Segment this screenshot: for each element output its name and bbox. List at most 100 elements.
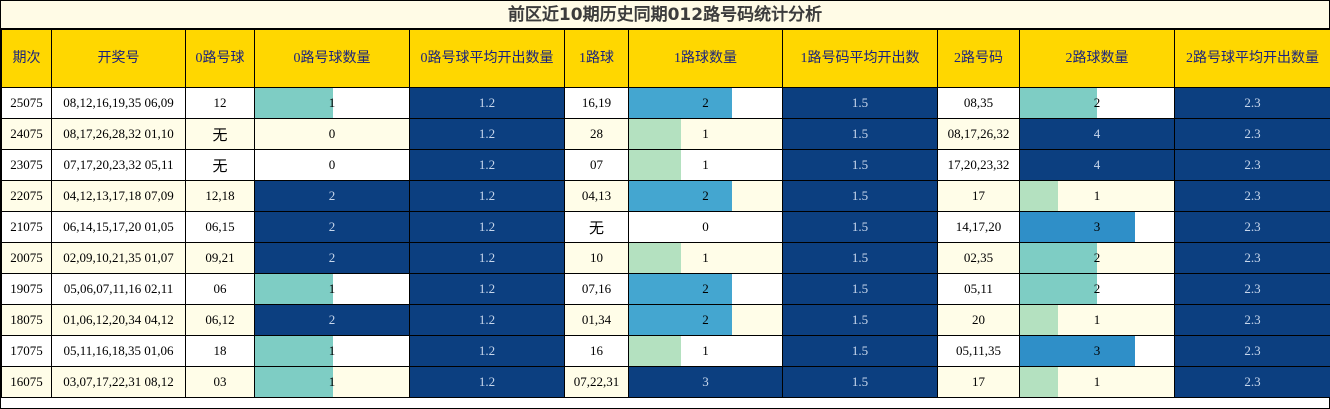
period-cell[interactable]: 24075	[1, 118, 52, 150]
period-cell[interactable]: 17075	[1, 335, 52, 367]
r0-count-cell[interactable]: 0	[254, 118, 410, 150]
r0-nums-cell[interactable]: 09,21	[185, 242, 255, 274]
draw-cell[interactable]: 08,12,16,19,35 06,09	[51, 87, 186, 119]
r1-count-cell[interactable]: 3	[628, 366, 783, 398]
period-cell[interactable]: 20075	[1, 242, 52, 274]
r1-nums-cell[interactable]: 01,34	[564, 304, 629, 336]
r0-count-cell[interactable]: 0	[254, 149, 410, 181]
period-cell[interactable]: 23075	[1, 149, 52, 181]
r1-avg-cell[interactable]: 1.5	[782, 149, 938, 181]
r0-avg-cell[interactable]: 1.2	[409, 180, 565, 212]
r0-nums-cell[interactable]: 06,15	[185, 211, 255, 243]
header-period[interactable]: 期次	[1, 29, 52, 88]
r0-count-cell[interactable]: 1	[254, 273, 410, 305]
period-cell[interactable]: 19075	[1, 273, 52, 305]
draw-cell[interactable]: 05,11,16,18,35 01,06	[51, 335, 186, 367]
r1-nums-cell[interactable]: 07,22,31	[564, 366, 629, 398]
draw-cell[interactable]: 05,06,07,11,16 02,11	[51, 273, 186, 305]
r1-count-cell[interactable]: 2	[628, 180, 783, 212]
r2-count-cell[interactable]: 2	[1019, 242, 1175, 274]
r0-count-cell[interactable]: 2	[254, 242, 410, 274]
r2-nums-cell[interactable]: 14,17,20	[937, 211, 1020, 243]
r0-avg-cell[interactable]: 1.2	[409, 211, 565, 243]
r2-nums-cell[interactable]: 08,17,26,32	[937, 118, 1020, 150]
r0-nums-cell[interactable]: 12,18	[185, 180, 255, 212]
draw-cell[interactable]: 03,07,17,22,31 08,12	[51, 366, 186, 398]
r2-avg-cell[interactable]: 2.3	[1174, 366, 1330, 398]
r2-avg-cell[interactable]: 2.3	[1174, 273, 1330, 305]
r1-count-cell[interactable]: 1	[628, 149, 783, 181]
r0-nums-cell[interactable]: 18	[185, 335, 255, 367]
header-r1-avg[interactable]: 1路号码平均开出数	[782, 29, 938, 88]
r2-nums-cell[interactable]: 17,20,23,32	[937, 149, 1020, 181]
r1-count-cell[interactable]: 2	[628, 87, 783, 119]
r1-count-cell[interactable]: 1	[628, 118, 783, 150]
r1-avg-cell[interactable]: 1.5	[782, 273, 938, 305]
r0-nums-cell[interactable]: 无	[185, 149, 255, 181]
r1-count-cell[interactable]: 1	[628, 242, 783, 274]
period-cell[interactable]: 25075	[1, 87, 52, 119]
draw-cell[interactable]: 02,09,10,21,35 01,07	[51, 242, 186, 274]
header-r1-count[interactable]: 1路球数量	[628, 29, 783, 88]
r2-count-cell[interactable]: 2	[1019, 87, 1175, 119]
r2-count-cell[interactable]: 4	[1019, 118, 1175, 150]
draw-cell[interactable]: 04,12,13,17,18 07,09	[51, 180, 186, 212]
r2-count-cell[interactable]: 4	[1019, 149, 1175, 181]
r2-avg-cell[interactable]: 2.3	[1174, 118, 1330, 150]
r1-nums-cell[interactable]: 04,13	[564, 180, 629, 212]
r2-avg-cell[interactable]: 2.3	[1174, 149, 1330, 181]
r2-count-cell[interactable]: 1	[1019, 180, 1175, 212]
r1-avg-cell[interactable]: 1.5	[782, 366, 938, 398]
r0-avg-cell[interactable]: 1.2	[409, 273, 565, 305]
r1-count-cell[interactable]: 1	[628, 335, 783, 367]
r2-count-cell[interactable]: 3	[1019, 211, 1175, 243]
header-r2-count[interactable]: 2路球数量	[1019, 29, 1175, 88]
r1-nums-cell[interactable]: 无	[564, 211, 629, 243]
r0-avg-cell[interactable]: 1.2	[409, 366, 565, 398]
draw-cell[interactable]: 01,06,12,20,34 04,12	[51, 304, 186, 336]
r1-nums-cell[interactable]: 10	[564, 242, 629, 274]
r0-avg-cell[interactable]: 1.2	[409, 335, 565, 367]
r0-nums-cell[interactable]: 03	[185, 366, 255, 398]
period-cell[interactable]: 16075	[1, 366, 52, 398]
r0-nums-cell[interactable]: 06	[185, 273, 255, 305]
r2-avg-cell[interactable]: 2.3	[1174, 211, 1330, 243]
r0-avg-cell[interactable]: 1.2	[409, 118, 565, 150]
header-r0-avg[interactable]: 0路号球平均开出数量	[409, 29, 565, 88]
header-r1-nums[interactable]: 1路球	[564, 29, 629, 88]
r1-avg-cell[interactable]: 1.5	[782, 242, 938, 274]
r2-nums-cell[interactable]: 17	[937, 180, 1020, 212]
draw-cell[interactable]: 07,17,20,23,32 05,11	[51, 149, 186, 181]
r2-nums-cell[interactable]: 08,35	[937, 87, 1020, 119]
r2-avg-cell[interactable]: 2.3	[1174, 304, 1330, 336]
r2-avg-cell[interactable]: 2.3	[1174, 180, 1330, 212]
r1-count-cell[interactable]: 2	[628, 273, 783, 305]
period-cell[interactable]: 18075	[1, 304, 52, 336]
r2-count-cell[interactable]: 1	[1019, 366, 1175, 398]
r1-count-cell[interactable]: 2	[628, 304, 783, 336]
r2-count-cell[interactable]: 2	[1019, 273, 1175, 305]
r2-nums-cell[interactable]: 17	[937, 366, 1020, 398]
r2-avg-cell[interactable]: 2.3	[1174, 87, 1330, 119]
r1-avg-cell[interactable]: 1.5	[782, 211, 938, 243]
r0-nums-cell[interactable]: 06,12	[185, 304, 255, 336]
r0-count-cell[interactable]: 2	[254, 211, 410, 243]
r0-count-cell[interactable]: 1	[254, 366, 410, 398]
header-r0-nums[interactable]: 0路号球	[185, 29, 255, 88]
r2-nums-cell[interactable]: 05,11	[937, 273, 1020, 305]
period-cell[interactable]: 22075	[1, 180, 52, 212]
r0-count-cell[interactable]: 2	[254, 180, 410, 212]
r0-count-cell[interactable]: 2	[254, 304, 410, 336]
period-cell[interactable]: 21075	[1, 211, 52, 243]
r1-avg-cell[interactable]: 1.5	[782, 335, 938, 367]
r1-avg-cell[interactable]: 1.5	[782, 118, 938, 150]
header-r2-avg[interactable]: 2路号球平均开出数量	[1174, 29, 1330, 88]
r1-nums-cell[interactable]: 07	[564, 149, 629, 181]
r1-nums-cell[interactable]: 16	[564, 335, 629, 367]
r1-count-cell[interactable]: 0	[628, 211, 783, 243]
header-r2-nums[interactable]: 2路号码	[937, 29, 1020, 88]
r0-count-cell[interactable]: 1	[254, 335, 410, 367]
r0-avg-cell[interactable]: 1.2	[409, 304, 565, 336]
r1-avg-cell[interactable]: 1.5	[782, 87, 938, 119]
r2-nums-cell[interactable]: 05,11,35	[937, 335, 1020, 367]
